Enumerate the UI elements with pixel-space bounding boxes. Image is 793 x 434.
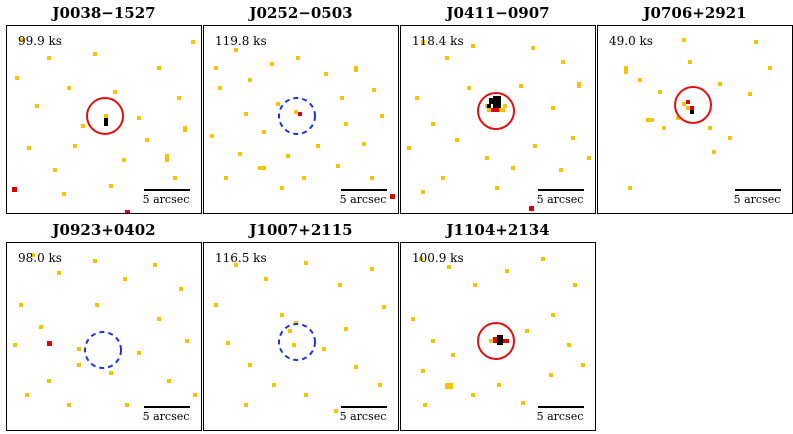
scale-bar xyxy=(341,189,387,191)
scale-bar xyxy=(144,406,190,408)
photon-pixels xyxy=(210,48,384,190)
scale-bar-label: 5 arcsec xyxy=(536,410,584,423)
xray-image: 118.4 ks 5 arcsec xyxy=(400,25,596,214)
scale-bar xyxy=(735,189,781,191)
xray-image: 100.9 ks 5 arcsec xyxy=(400,242,596,431)
xray-image: 119.8 ks 5 arcsec xyxy=(203,25,399,214)
panel-title: J0038−1527 xyxy=(52,4,156,22)
bright-pixels xyxy=(485,96,534,211)
scale-bar-label: 5 arcsec xyxy=(142,193,190,206)
exposure-time: 49.0 ks xyxy=(609,34,653,48)
xray-image: 99.9 ks 5 arcsec xyxy=(6,25,202,214)
xray-image-canvas xyxy=(13,253,197,407)
scale-bar xyxy=(538,189,584,191)
scale-bar xyxy=(538,406,584,408)
xray-image: 98.0 ks 5 arcsec xyxy=(6,242,202,431)
source-aperture-circle xyxy=(278,323,316,361)
panel-title: J1007+2115 xyxy=(249,221,353,239)
exposure-time: 100.9 ks xyxy=(412,251,464,265)
xray-image: 49.0 ks 5 arcsec xyxy=(597,25,793,214)
exposure-time: 99.9 ks xyxy=(18,34,62,48)
xray-image-canvas xyxy=(407,40,591,211)
source-aperture-circle xyxy=(477,92,515,130)
exposure-time: 118.4 ks xyxy=(412,34,464,48)
photon-pixels xyxy=(214,261,386,413)
photon-pixels xyxy=(13,253,197,407)
source-aperture-circle xyxy=(278,97,316,135)
bright-pixels xyxy=(12,114,130,213)
scale-bar xyxy=(144,189,190,191)
exposure-time: 119.8 ks xyxy=(215,34,267,48)
photon-pixels xyxy=(15,38,195,196)
xray-image: 116.5 ks 5 arcsec xyxy=(203,242,399,431)
source-aperture-circle xyxy=(86,97,124,135)
panel-title: J0252−0503 xyxy=(249,4,353,22)
xray-image-canvas xyxy=(12,38,195,213)
scale-bar-label: 5 arcsec xyxy=(339,193,387,206)
photon-pixels xyxy=(624,38,772,190)
source-aperture-circle xyxy=(477,322,515,360)
scale-bar xyxy=(341,406,387,408)
panel-title: J1104+2134 xyxy=(446,221,550,239)
xray-image-canvas xyxy=(411,257,585,407)
xray-image-canvas xyxy=(624,38,772,190)
source-aperture-circle xyxy=(84,331,122,369)
photon-pixels xyxy=(407,40,591,194)
panel-title: J0411−0907 xyxy=(446,4,550,22)
scale-bar-label: 5 arcsec xyxy=(733,193,781,206)
scale-bar-label: 5 arcsec xyxy=(536,193,584,206)
photon-pixels xyxy=(411,257,585,407)
bright-pixels xyxy=(682,100,694,114)
bright-pixels xyxy=(298,112,395,199)
panel-title: J0706+2921 xyxy=(643,4,747,22)
bright-pixels xyxy=(47,341,52,346)
exposure-time: 116.5 ks xyxy=(215,251,267,265)
bright-pixels xyxy=(489,335,509,345)
scale-bar-label: 5 arcsec xyxy=(142,410,190,423)
scale-bar-label: 5 arcsec xyxy=(339,410,387,423)
exposure-time: 98.0 ks xyxy=(18,251,62,265)
xray-image-canvas xyxy=(214,261,386,413)
source-aperture-circle xyxy=(674,86,712,124)
panel-title: J0923+0402 xyxy=(52,221,156,239)
xray-image-canvas xyxy=(210,48,395,199)
